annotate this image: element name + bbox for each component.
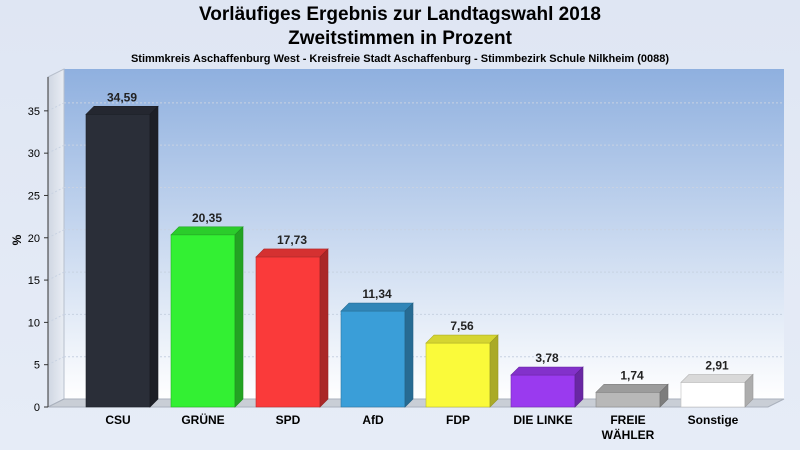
bar-front: [255, 256, 321, 408]
grid-line-side: [47, 144, 65, 154]
bar-front: [680, 382, 746, 408]
category-label: FDP: [446, 413, 470, 427]
bar-side: [659, 383, 669, 408]
value-label: 3,78: [535, 351, 559, 365]
grid-line-side: [47, 271, 65, 281]
bar-front: [595, 391, 661, 408]
bar: [510, 366, 584, 408]
bar-top: [510, 366, 584, 376]
category-label: SPD: [276, 413, 301, 427]
y-tick-label: 35: [28, 106, 40, 118]
y-axis-label: %: [10, 234, 24, 245]
category-label: CSU: [105, 413, 130, 427]
value-label: 34,59: [107, 90, 137, 104]
grid-line-side: [47, 229, 65, 239]
x-axis: CSU GRÜNE SPD AfD FDP DIE LINKE FREIE WÄHLER Son…: [105, 412, 738, 442]
grid-line-side: [47, 313, 65, 323]
bar: [680, 373, 754, 408]
category-label: FREIE WÄHLER: [602, 413, 655, 442]
bar-side: [149, 105, 159, 408]
value-label: 17,73: [277, 233, 307, 247]
bar-top: [85, 106, 159, 115]
bar-side: [574, 366, 584, 408]
value-labels: 34,59 20,35 17,73 11,34 7,56 3,78 1,74 2,91: [107, 90, 729, 382]
side-wall: [47, 68, 65, 408]
value-label: 7,56: [450, 319, 474, 333]
bar-side: [489, 334, 499, 408]
value-label: 2,91: [705, 358, 729, 372]
bar: [425, 334, 499, 408]
y-tick-label: 20: [28, 233, 40, 245]
bar-top: [340, 302, 414, 312]
bar-side: [744, 373, 754, 408]
grid-line-side: [47, 102, 65, 112]
bar-side: [234, 226, 244, 408]
floor: [47, 398, 785, 408]
y-tick-label: 30: [28, 148, 40, 160]
bars: [85, 105, 754, 408]
bar-front: [510, 374, 576, 408]
bar: [595, 383, 669, 408]
bar-front: [85, 114, 151, 408]
bar-side: [319, 248, 329, 408]
chart-title: Vorläufiges Ergebnis zur Landtagswahl 20…: [199, 4, 601, 25]
value-label: 20,35: [192, 211, 222, 225]
bar-top: [680, 374, 754, 383]
bar: [170, 226, 244, 408]
bar-front: [425, 342, 491, 408]
value-label: 11,34: [362, 287, 392, 301]
category-label: AfD: [362, 413, 384, 427]
chart-caption: Stimmkreis Aschaffenburg West - Kreisfre…: [130, 53, 670, 65]
bar: [85, 105, 159, 408]
bar-top: [170, 226, 244, 236]
bar: [255, 248, 329, 408]
y-tick-label: 15: [28, 275, 40, 287]
category-label: GRÜNE: [181, 412, 224, 427]
grid-line-side: [47, 187, 65, 196]
bar-top: [595, 383, 669, 393]
bar-front: [170, 234, 236, 408]
y-tick-label: 10: [28, 317, 40, 329]
category-label: Sonstige: [688, 413, 739, 427]
bar-top: [255, 248, 329, 258]
bar: [340, 302, 414, 408]
y-tick-label: 25: [28, 190, 40, 202]
bar-top: [425, 334, 499, 344]
y-axis: 0 5 10 15 20 25 30 35: [28, 77, 49, 414]
category-label: DIE LINKE: [513, 413, 572, 427]
bar-front: [340, 310, 406, 408]
chart-subtitle: Zweitstimmen in Prozent: [288, 28, 512, 49]
value-label: 1,74: [620, 368, 644, 382]
y-tick-label: 0: [34, 402, 40, 414]
grid-line-side: [47, 356, 65, 366]
bar-side: [404, 302, 414, 408]
y-tick-label: 5: [34, 360, 40, 372]
